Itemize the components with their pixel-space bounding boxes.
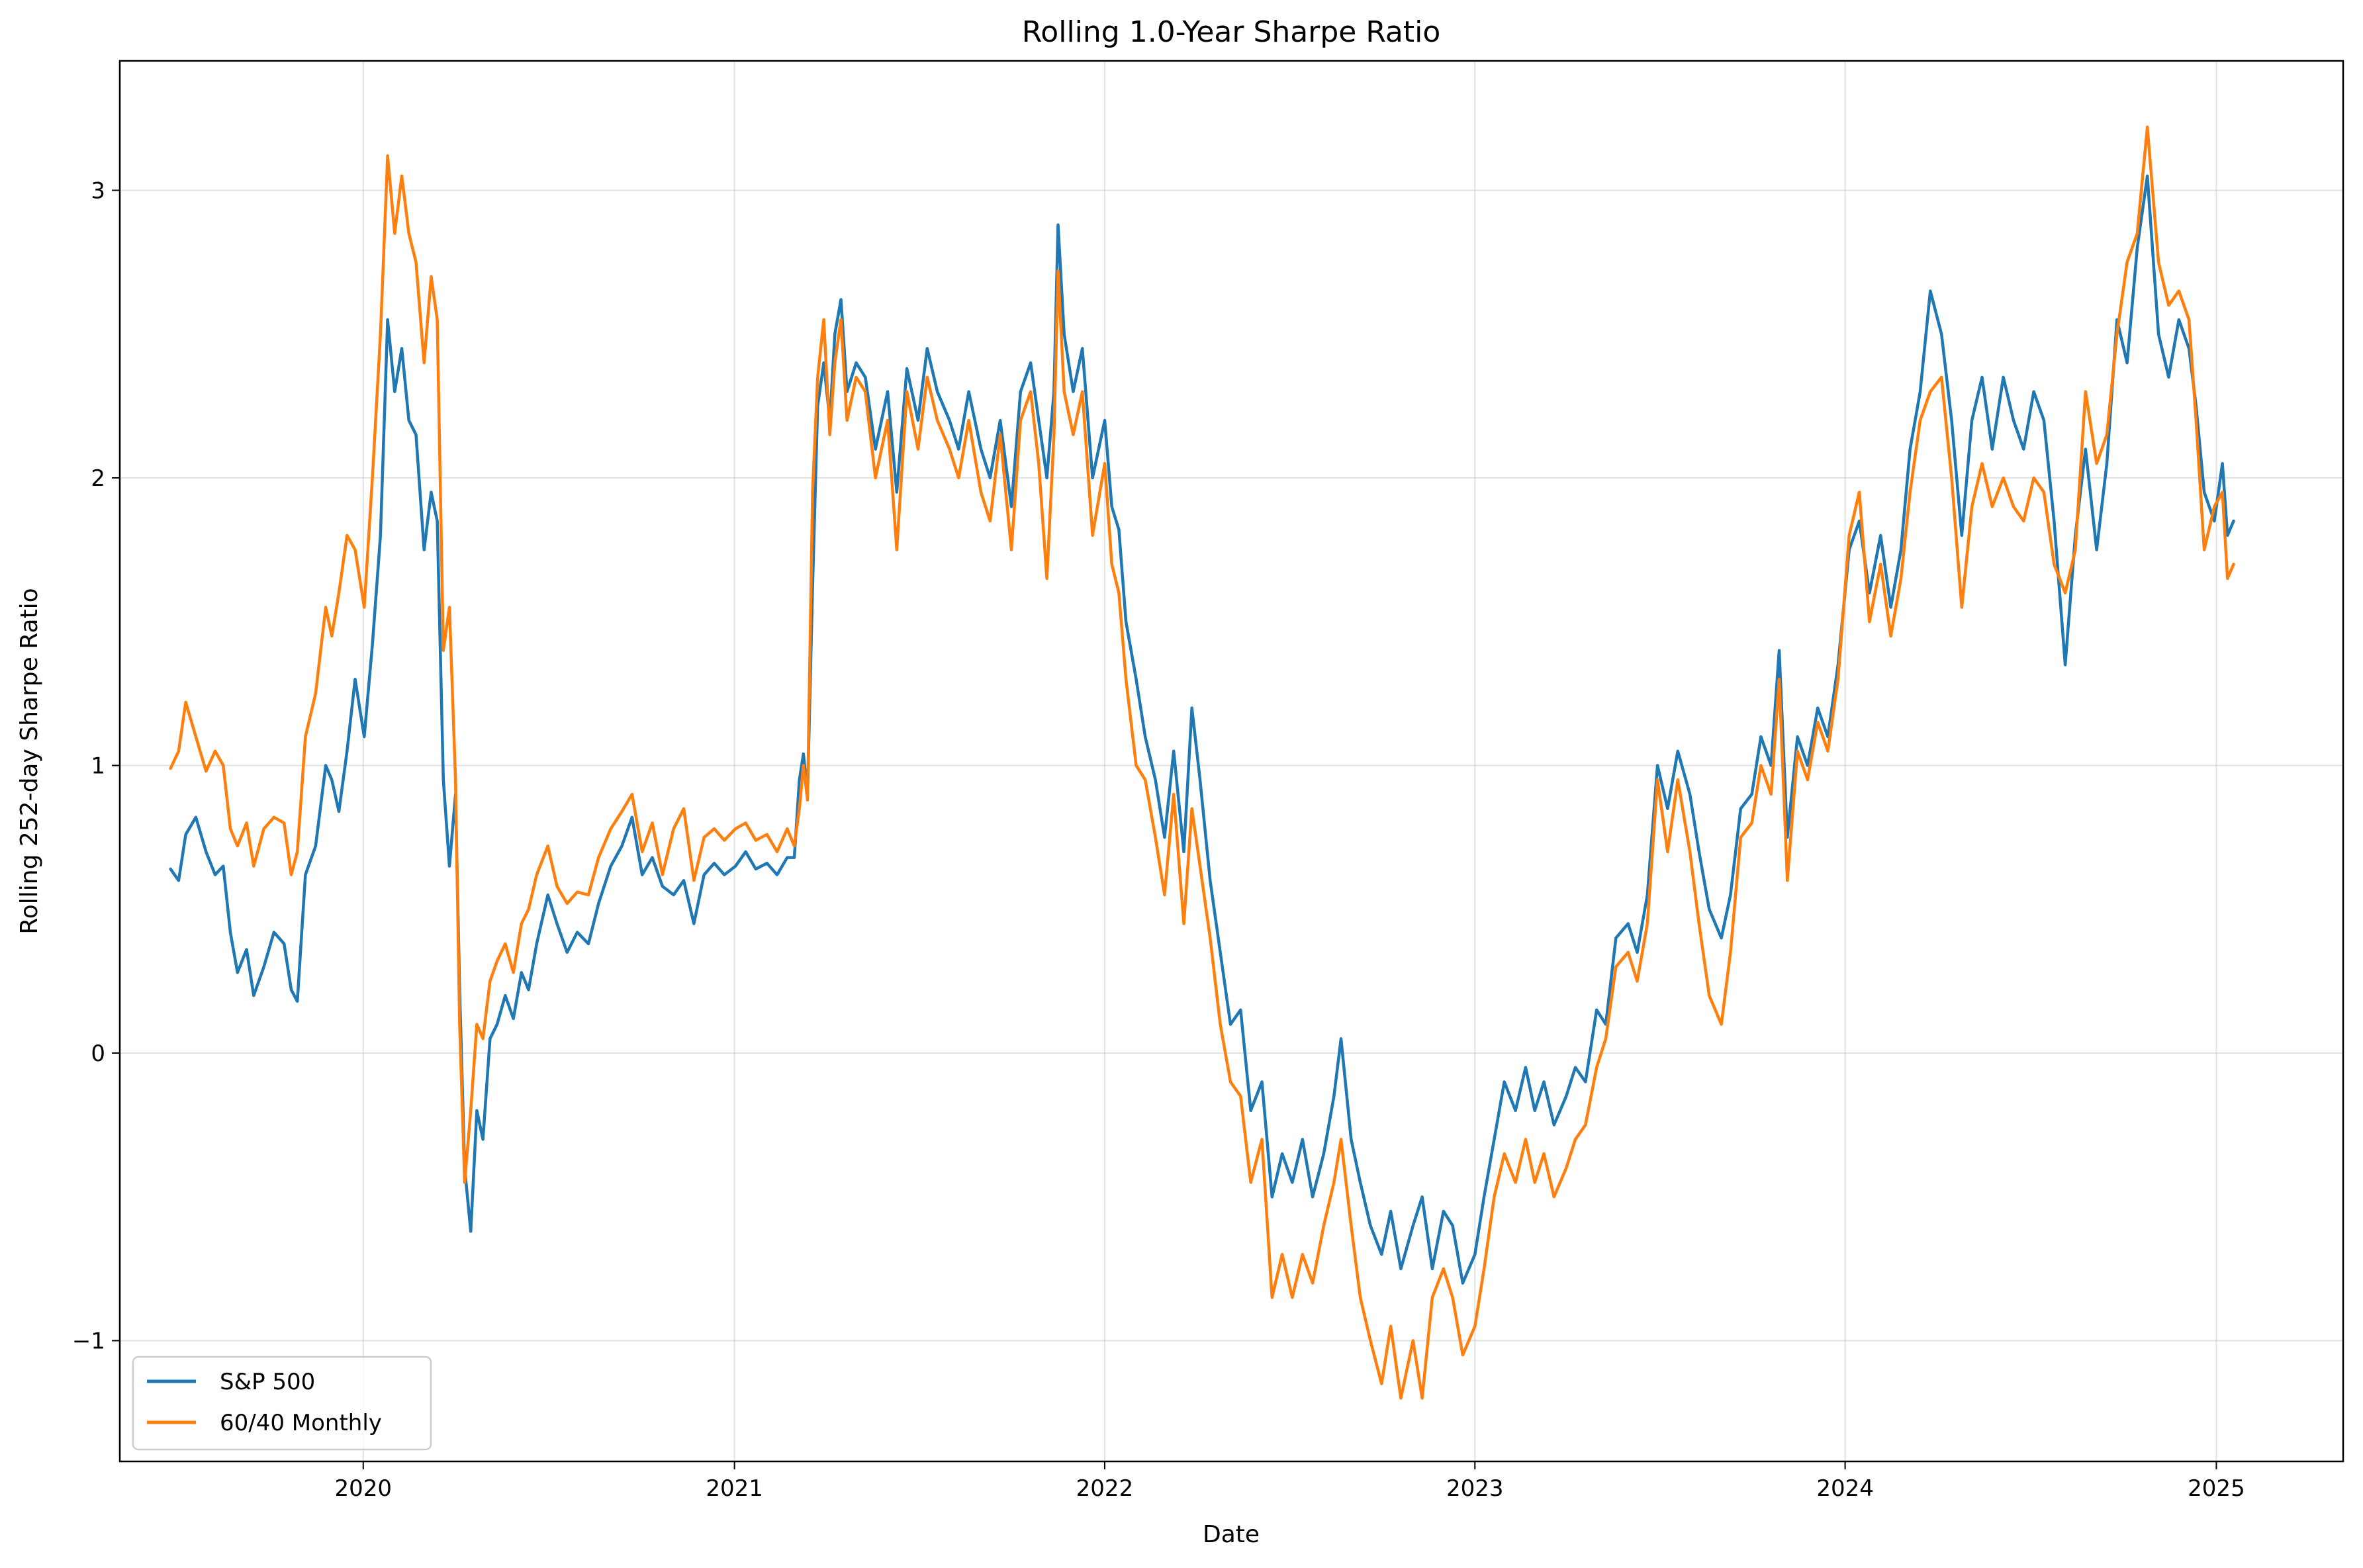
chart-title: Rolling 1.0-Year Sharpe Ratio — [1022, 15, 1441, 49]
x-tick-label: 2021 — [706, 1475, 763, 1502]
y-axis: −1 0 1 2 3 — [72, 178, 120, 1355]
x-tick-label: 2024 — [1816, 1475, 1874, 1502]
series-line-60-40 — [169, 125, 2235, 1400]
y-tick-label: 2 — [91, 465, 105, 492]
y-tick-label: 0 — [91, 1040, 105, 1067]
x-tick-label: 2023 — [1446, 1475, 1504, 1502]
y-axis-label: Rolling 252-day Sharpe Ratio — [16, 588, 43, 934]
legend-label-sp500: S&P 500 — [220, 1369, 315, 1395]
y-tick-label: 1 — [91, 753, 105, 780]
y-tick-label: 3 — [91, 178, 105, 205]
legend: S&P 500 60/40 Monthly — [132, 1356, 432, 1451]
grid-lines — [120, 61, 2343, 1461]
y-tick-label: −1 — [72, 1328, 105, 1355]
legend-box — [132, 1356, 432, 1451]
x-tick-label: 2022 — [1076, 1475, 1134, 1502]
series-lines — [169, 125, 2235, 1400]
x-axis: 2020 2021 2022 2023 2024 2025 — [335, 1461, 2245, 1502]
x-tick-label: 2020 — [335, 1475, 393, 1502]
legend-label-60-40: 60/40 Monthly — [220, 1410, 382, 1436]
x-tick-label: 2025 — [2188, 1475, 2245, 1502]
x-axis-label: Date — [1203, 1521, 1260, 1548]
plot-frame — [118, 60, 2344, 1463]
